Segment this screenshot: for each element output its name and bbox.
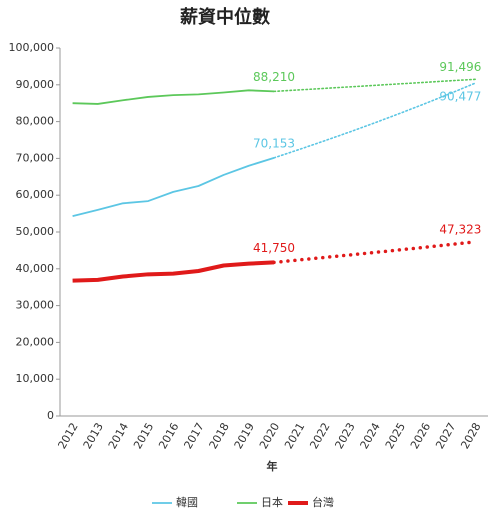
x-tick-label: 2016 bbox=[156, 421, 181, 452]
data-label: 41,750 bbox=[253, 241, 295, 255]
x-tick-label: 2014 bbox=[106, 421, 131, 452]
x-tick-label: 2015 bbox=[131, 421, 156, 452]
x-tick-label: 2013 bbox=[81, 421, 106, 452]
y-tick-label: 50,000 bbox=[16, 225, 55, 238]
x-tick-label: 2019 bbox=[232, 421, 257, 452]
y-tick-label: 70,000 bbox=[16, 151, 55, 164]
line bbox=[72, 156, 275, 218]
x-axis-label: 年 bbox=[267, 459, 278, 473]
y-tick-label: 100,000 bbox=[9, 41, 55, 54]
y-tick-label: 80,000 bbox=[16, 115, 55, 128]
legend-label: 台灣 bbox=[312, 495, 334, 509]
y-tick-label: 30,000 bbox=[16, 299, 55, 312]
y-tick-label: 60,000 bbox=[16, 188, 55, 201]
y-tick-label: 0 bbox=[47, 409, 54, 422]
data-label: 91,496 bbox=[439, 60, 481, 74]
x-tick-label: 2024 bbox=[358, 421, 383, 452]
y-tick-label: 90,000 bbox=[16, 78, 55, 91]
x-tick-label: 2025 bbox=[383, 421, 408, 452]
line bbox=[72, 89, 275, 105]
x-tick-label: 2018 bbox=[207, 421, 232, 452]
legend-label: 日本 bbox=[261, 495, 283, 509]
data-label: 70,153 bbox=[253, 136, 295, 150]
x-tick-label: 2027 bbox=[433, 421, 458, 452]
forecast-line bbox=[273, 82, 477, 159]
x-tick-label: 2017 bbox=[181, 421, 206, 452]
legend-label: 韓國 bbox=[176, 496, 198, 509]
x-tick-label: 2023 bbox=[332, 421, 357, 452]
x-tick-label: 2020 bbox=[257, 421, 282, 452]
data-label: 47,323 bbox=[439, 222, 481, 236]
data-label: 88,210 bbox=[253, 70, 295, 84]
x-tick-label: 2012 bbox=[56, 421, 81, 452]
x-tick-label: 2026 bbox=[408, 421, 433, 452]
y-tick-label: 40,000 bbox=[16, 262, 55, 275]
forecast-line bbox=[273, 78, 477, 93]
chart-title: 薪資中位數 bbox=[180, 6, 270, 28]
x-tick-label: 2028 bbox=[458, 421, 483, 452]
x-tick-label: 2022 bbox=[307, 421, 332, 452]
x-tick-label: 2021 bbox=[282, 421, 307, 452]
line bbox=[72, 260, 275, 283]
y-tick-label: 10,000 bbox=[16, 372, 55, 385]
data-label: 90,477 bbox=[439, 90, 481, 104]
y-tick-label: 20,000 bbox=[16, 335, 55, 348]
forecast-line bbox=[272, 240, 478, 265]
